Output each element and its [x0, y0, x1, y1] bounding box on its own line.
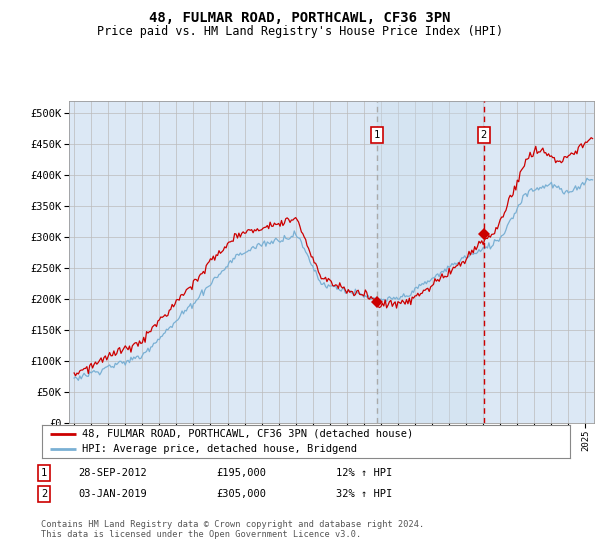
Text: 48, FULMAR ROAD, PORTHCAWL, CF36 3PN (detached house): 48, FULMAR ROAD, PORTHCAWL, CF36 3PN (de… [82, 429, 413, 439]
Bar [377, 101, 484, 423]
Text: Price paid vs. HM Land Registry's House Price Index (HPI): Price paid vs. HM Land Registry's House … [97, 25, 503, 38]
Text: HPI: Average price, detached house, Bridgend: HPI: Average price, detached house, Brid… [82, 445, 356, 454]
Text: Contains HM Land Registry data © Crown copyright and database right 2024.
This d: Contains HM Land Registry data © Crown c… [41, 520, 424, 539]
Text: £195,000: £195,000 [216, 468, 266, 478]
Text: 1: 1 [41, 468, 47, 478]
Text: 1: 1 [374, 130, 380, 140]
Text: 28-SEP-2012: 28-SEP-2012 [78, 468, 147, 478]
Text: 12% ↑ HPI: 12% ↑ HPI [336, 468, 392, 478]
Text: 03-JAN-2019: 03-JAN-2019 [78, 489, 147, 499]
Text: £305,000: £305,000 [216, 489, 266, 499]
Text: 32% ↑ HPI: 32% ↑ HPI [336, 489, 392, 499]
Text: 48, FULMAR ROAD, PORTHCAWL, CF36 3PN: 48, FULMAR ROAD, PORTHCAWL, CF36 3PN [149, 11, 451, 25]
Text: 2: 2 [481, 130, 487, 140]
Text: 2: 2 [41, 489, 47, 499]
